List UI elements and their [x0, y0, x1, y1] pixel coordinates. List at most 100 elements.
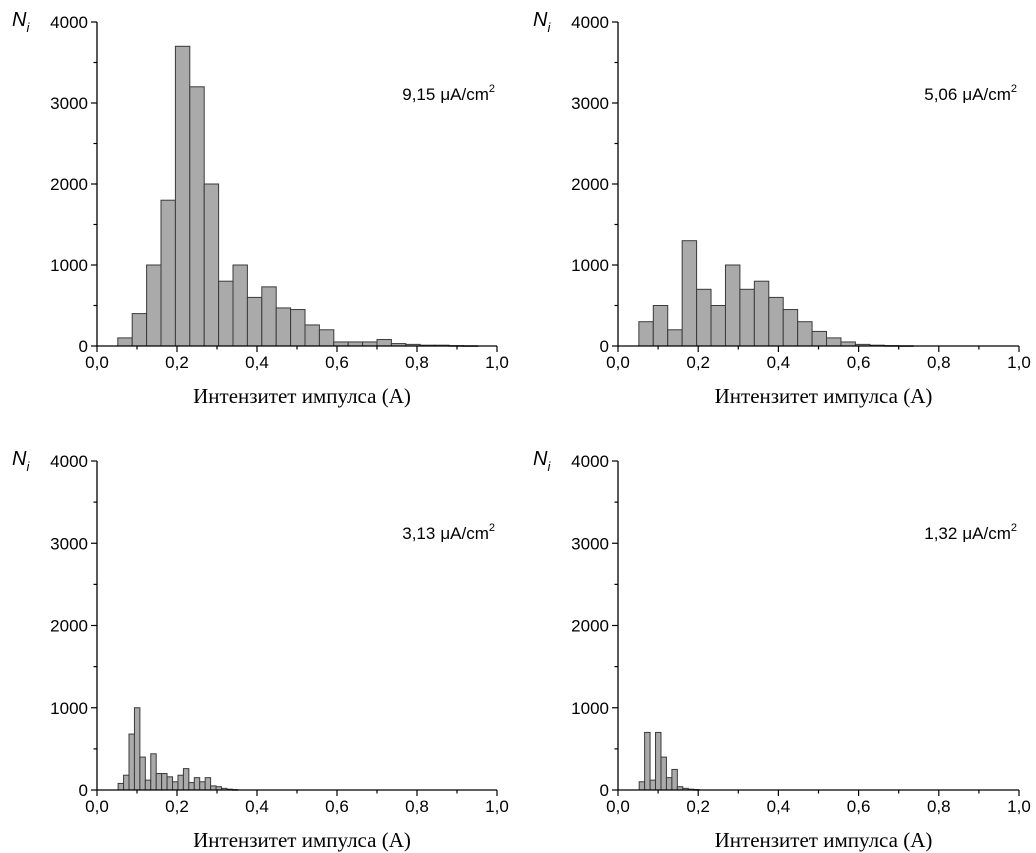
histogram-bar: [681, 240, 698, 347]
current-density-annotation: 3,13 μA/cm2: [402, 522, 495, 543]
histogram-bar: [290, 309, 306, 347]
current-density-annotation: 9,15 μA/cm2: [402, 83, 495, 104]
histogram-bar: [318, 329, 335, 347]
y-tick-label: 4000: [571, 452, 609, 471]
x-tick-label: 0,8: [927, 353, 951, 372]
y-tick-label: 3000: [50, 534, 88, 553]
x-tick-label: 0,6: [325, 797, 349, 816]
y-tick-label: 2000: [50, 617, 88, 636]
annotation-unit: μA/cm: [440, 85, 489, 104]
histogram-bar: [161, 773, 168, 791]
y-tick-label: 3000: [50, 94, 88, 113]
histogram-bar: [160, 199, 176, 347]
histogram-bar: [117, 782, 125, 791]
histogram-bar: [189, 86, 205, 347]
y-tick-label: 2000: [50, 175, 88, 194]
histogram-panel-top-left: 0,0 0,2 0,4 0,6 0,8 1,0 0 1000 2000 3000 4000 Ni Инт…: [12, 9, 509, 408]
histogram-bar: [753, 280, 770, 347]
x-tick-label: 0,8: [927, 797, 951, 816]
y-tick-label: 1000: [50, 699, 88, 718]
histogram-bar: [128, 733, 135, 791]
histogram-bar: [261, 286, 277, 347]
histogram-bar: [133, 707, 141, 791]
histogram-bar: [660, 756, 667, 791]
y-tick-label: 4000: [50, 13, 88, 32]
y-axis-label-subscript: i: [547, 459, 551, 474]
y-axis-label-main: N: [12, 9, 27, 31]
histogram-bar: [782, 309, 799, 347]
x-axis-label: Интензитет импулса (A): [715, 384, 933, 408]
histogram-panel-bottom-left: 0,0 0,2 0,4 0,6 0,8 1,0 0 1000 2000 3000 4000 Ni Инт…: [12, 448, 509, 852]
x-axis-label: Интензитет импулса (A): [193, 828, 411, 852]
histogram-bar: [638, 781, 646, 791]
y-tick-label: 0: [600, 781, 609, 800]
histogram-bar: [218, 280, 234, 347]
y-axis-label-subscript: i: [26, 459, 30, 474]
x-axis-label: Интензитет импулса (A): [715, 828, 933, 852]
annotation-unit-superscript: 2: [1011, 522, 1017, 534]
histogram-bar: [304, 324, 320, 347]
x-tick-label: 0,6: [325, 353, 349, 372]
histogram-bar: [768, 296, 784, 347]
histogram-bar: [166, 776, 174, 791]
current-density-annotation: 5,06 μA/cm2: [924, 83, 1017, 104]
histogram-panel-bottom-right: 0,0 0,2 0,4 0,6 0,8 1,0 0 1000 2000 3000 4000 Ni Инт…: [533, 448, 1031, 852]
histogram-bar: [131, 313, 148, 347]
x-tick-label: 0,2: [686, 797, 710, 816]
histogram-bar: [246, 296, 263, 347]
annotation-value: 5,06: [924, 85, 957, 104]
x-tick-label: 1,0: [1007, 353, 1031, 372]
histogram-bar: [123, 774, 130, 791]
histogram-panel-top-right: 0,0 0,2 0,4 0,6 0,8 1,0 0 1000 2000 3000 4000 Ni Инт…: [533, 9, 1031, 408]
x-tick-label: 1,0: [485, 353, 509, 372]
histogram-bar: [724, 264, 741, 347]
y-tick-label: 1000: [50, 256, 88, 275]
y-tick-label: 0: [600, 337, 609, 356]
y-axis-label-main: N: [533, 448, 548, 470]
histogram-bar: [644, 731, 651, 791]
y-axis-label-main: N: [12, 448, 27, 470]
x-tick-label: 0,6: [847, 353, 871, 372]
x-axis-label: Интензитет импулса (A): [193, 384, 411, 408]
histogram-bar: [199, 781, 206, 791]
histogram-bar: [655, 731, 662, 791]
y-tick-label: 2000: [571, 175, 609, 194]
histogram-bar: [649, 779, 657, 791]
y-tick-label: 0: [79, 781, 88, 800]
x-tick-label: 0,2: [165, 353, 189, 372]
x-tick-label: 0,0: [85, 797, 109, 816]
x-tick-label: 0,6: [847, 797, 871, 816]
y-tick-label: 0: [79, 337, 88, 356]
histogram-bar: [275, 307, 292, 347]
histogram-bar: [232, 264, 248, 347]
annotation-unit-superscript: 2: [489, 522, 495, 534]
x-tick-label: 0,4: [767, 353, 791, 372]
x-tick-label: 0,2: [165, 797, 189, 816]
histogram-bar: [188, 782, 195, 791]
y-tick-label: 1000: [571, 699, 609, 718]
y-axis-label: Ni: [533, 448, 551, 474]
histogram-bar: [811, 330, 828, 347]
x-tick-label: 0,4: [245, 797, 269, 816]
histogram-bar: [182, 768, 190, 791]
y-tick-label: 3000: [571, 534, 609, 553]
x-tick-label: 0,4: [767, 797, 791, 816]
x-tick-label: 0,0: [85, 353, 109, 372]
y-axis-label: Ni: [12, 448, 30, 474]
x-tick-label: 0,0: [606, 353, 630, 372]
histogram-bar: [155, 773, 163, 791]
x-tick-label: 0,8: [405, 353, 429, 372]
y-tick-label: 1000: [571, 256, 609, 275]
annotation-unit: μA/cm: [962, 85, 1011, 104]
annotation-unit-superscript: 2: [489, 83, 495, 95]
y-axis-label-subscript: i: [547, 20, 551, 35]
histogram-bar: [144, 779, 152, 791]
histogram-bar: [150, 753, 157, 791]
y-axis-label: Ni: [533, 9, 551, 35]
x-tick-label: 0,2: [686, 353, 710, 372]
y-axis-label-main: N: [533, 9, 548, 31]
x-tick-label: 1,0: [485, 797, 509, 816]
x-tick-label: 0,4: [245, 353, 269, 372]
y-tick-label: 2000: [571, 617, 609, 636]
